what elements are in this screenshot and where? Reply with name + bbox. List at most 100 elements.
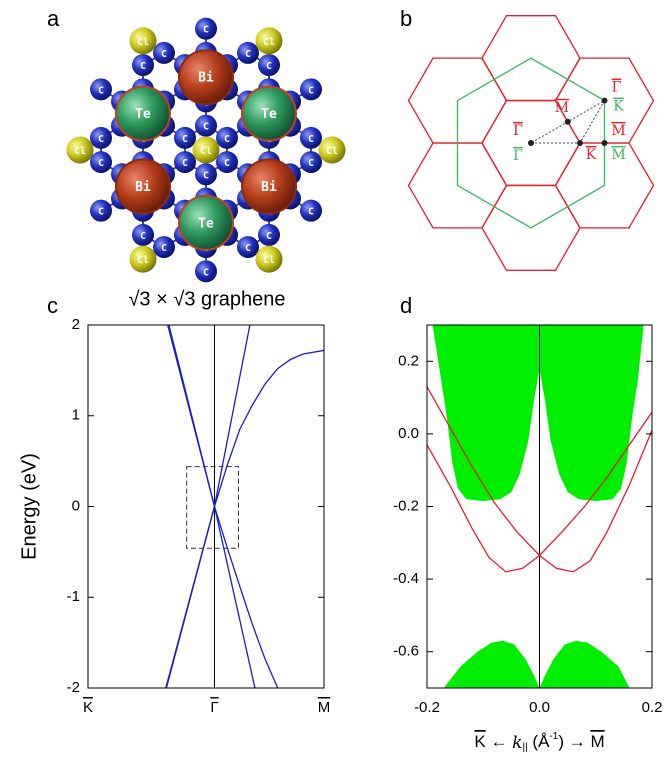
atom-label: C xyxy=(308,158,314,169)
atom xyxy=(129,245,157,273)
y-tick-label: 0.2 xyxy=(398,352,419,369)
atom xyxy=(258,223,280,246)
k-label: Γ xyxy=(513,148,523,164)
k-label: M xyxy=(611,123,625,139)
atom xyxy=(318,136,346,164)
atom-label: C xyxy=(182,134,188,145)
atom xyxy=(300,78,322,101)
k-label: Γ xyxy=(513,123,523,139)
atom xyxy=(255,27,283,55)
atom xyxy=(90,78,112,101)
atom-label: C xyxy=(161,49,167,60)
panel-letter: a xyxy=(47,6,60,31)
x-axis-label: K ← k|| (Å-1) → M xyxy=(474,731,604,753)
k-point xyxy=(564,118,571,125)
atom-label: C xyxy=(266,61,272,72)
atom-label: C xyxy=(203,170,209,181)
atom-label: C xyxy=(98,85,104,96)
atom-label: C xyxy=(98,134,104,145)
atom xyxy=(243,160,295,213)
atom xyxy=(174,126,196,149)
atom-label: Bi xyxy=(261,180,277,195)
y-tick-label: 0 xyxy=(72,497,80,514)
atom-label: C xyxy=(308,85,314,96)
panel-letter: d xyxy=(400,293,412,318)
atom-label: C xyxy=(245,243,251,254)
atom xyxy=(153,41,175,64)
atom-label: Te xyxy=(261,107,277,122)
atom-label: Cl xyxy=(200,146,212,157)
x-axis-label-part: -1 xyxy=(549,731,558,742)
k-label: M xyxy=(611,147,625,163)
atom xyxy=(216,126,238,149)
atom-label: Cl xyxy=(263,255,275,266)
atom-label: C xyxy=(98,207,104,218)
atom-label: C xyxy=(203,122,209,133)
chart-title: √3 × √3 graphene xyxy=(128,288,285,310)
y-tick-label: -0.4 xyxy=(393,570,419,587)
k-point xyxy=(601,97,608,104)
atom xyxy=(174,151,196,174)
atom xyxy=(237,236,259,259)
atom xyxy=(180,51,232,104)
atom xyxy=(243,87,295,140)
x-axis-label-part: ) → xyxy=(558,732,590,751)
atom xyxy=(195,163,217,186)
x-tick-label: M xyxy=(318,699,331,716)
panel-letter: c xyxy=(47,293,58,318)
y-tick-label: 2 xyxy=(72,316,80,333)
atom xyxy=(66,136,94,164)
atom-label: C xyxy=(308,207,314,218)
atom xyxy=(255,245,283,273)
atom-label: C xyxy=(224,158,230,169)
atom-label: C xyxy=(266,231,272,242)
band-line xyxy=(165,325,251,688)
y-tick-label: 1 xyxy=(72,407,80,424)
band-line xyxy=(427,411,652,573)
inset-box xyxy=(186,466,240,549)
atom xyxy=(153,236,175,259)
atom-label: C xyxy=(203,25,209,36)
atom-label: C xyxy=(182,158,188,169)
band-line xyxy=(168,325,279,688)
atom-label: C xyxy=(245,49,251,60)
atom xyxy=(300,199,322,222)
x-tick-label: -0.2 xyxy=(414,699,440,716)
atom xyxy=(300,151,322,174)
y-tick-label: -0.2 xyxy=(393,497,419,514)
atom xyxy=(90,126,112,149)
y-tick-label: -2 xyxy=(67,679,80,696)
k-label: M xyxy=(555,100,569,116)
x-axis-label-part: || xyxy=(522,742,527,753)
atom-label: Cl xyxy=(137,37,149,48)
x-axis-label-part: (Å xyxy=(528,732,550,751)
atom-label: C xyxy=(203,267,209,278)
atom xyxy=(180,196,232,249)
atom xyxy=(90,199,112,222)
x-tick-label: 0.0 xyxy=(529,699,550,716)
k-label: Γ xyxy=(612,80,622,96)
k-label: K xyxy=(613,99,624,115)
y-tick-label: -0.6 xyxy=(393,643,419,660)
k-point xyxy=(601,140,608,146)
atom-label: C xyxy=(98,158,104,169)
atom xyxy=(300,126,322,149)
band-region xyxy=(443,640,630,688)
k-label: K xyxy=(586,147,597,163)
atom xyxy=(237,41,259,64)
atom-label: Bi xyxy=(135,180,151,195)
atom-label: Bi xyxy=(198,71,214,86)
band-line xyxy=(427,386,652,573)
y-axis-label: Energy (eV) xyxy=(18,453,40,560)
atom-label: Cl xyxy=(137,255,149,266)
atom xyxy=(216,151,238,174)
plot-area xyxy=(427,325,652,688)
atom-label: Cl xyxy=(74,146,86,157)
atom xyxy=(195,17,217,40)
x-tick-label: Γ xyxy=(210,699,218,716)
y-tick-label: 0.0 xyxy=(398,425,419,442)
y-tick-label: -1 xyxy=(67,588,80,605)
x-tick-label: K xyxy=(83,699,93,716)
surface-bz xyxy=(554,57,655,144)
